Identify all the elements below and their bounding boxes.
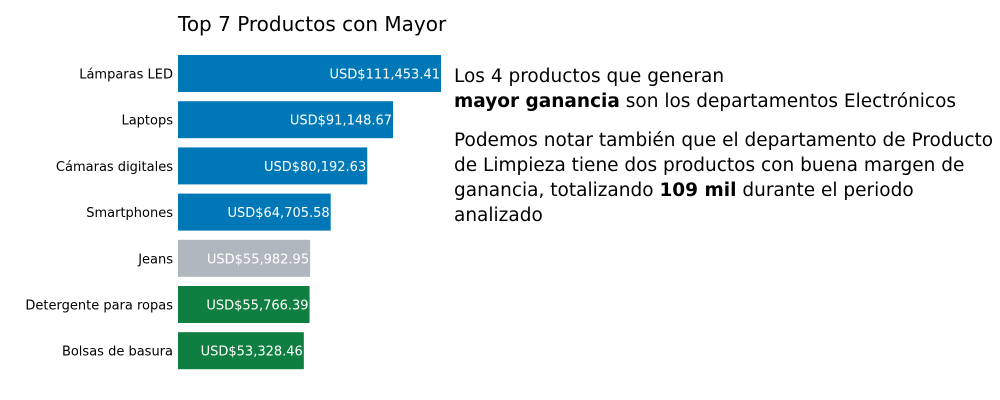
annotation-line-2-rest: son los departamentos Electrónicos	[619, 91, 957, 112]
bar	[178, 55, 441, 92]
bar	[178, 101, 394, 139]
annotation-paragraph-1: Los 4 productos que generan mayor gananc…	[454, 64, 994, 114]
category-tick-label: Bolsas de basura	[62, 345, 173, 360]
bar-chart: Top 7 Productos con Mayor Ganancias (201…	[25, 12, 450, 370]
bar	[178, 332, 304, 370]
category-tick-label: Detergente para ropas	[25, 299, 173, 314]
bar-value-label: USD$53,328.46	[201, 345, 303, 360]
bar-value-label: USD$91,148.67	[290, 114, 392, 129]
bar	[178, 286, 310, 323]
annotation-bold-mayor-ganancia: mayor ganancia	[454, 91, 620, 112]
category-tick-label: Cámaras digitales	[56, 160, 173, 175]
category-tick-label: Lámparas LED	[79, 68, 173, 83]
bar	[178, 193, 331, 231]
bar	[178, 239, 311, 277]
annotation-paragraph-2: Podemos notar también que el departament…	[454, 128, 994, 228]
bar-value-label: USD$80,192.63	[264, 160, 366, 175]
category-tick-label: Jeans	[137, 252, 173, 267]
annotation-line-1: Los 4 productos que generan	[454, 66, 725, 87]
bar-value-label: USD$55,766.39	[206, 299, 308, 314]
category-tick-label: Smartphones	[86, 206, 173, 221]
bar	[178, 147, 368, 185]
annotation-para2-pre: Podemos notar también que el departament…	[454, 130, 994, 201]
category-tick-label: Laptops	[121, 114, 173, 129]
annotation-text: Los 4 productos que generan mayor gananc…	[454, 64, 994, 228]
bar-value-label: USD$55,982.95	[207, 252, 309, 267]
annotation-bold-109-mil: 109 mil	[659, 180, 737, 201]
chart-title: Top 7 Productos con Mayor Ganancias (201…	[177, 12, 450, 36]
bars-group: Lámparas LED USD$111,453.41 Laptops USD$91,…	[25, 55, 441, 370]
bar-value-label: USD$64,705.58	[227, 206, 329, 221]
bar-value-label: USD$111,453.41	[330, 68, 440, 83]
annotation-para2-post: durante el periodo analizado	[454, 180, 914, 226]
